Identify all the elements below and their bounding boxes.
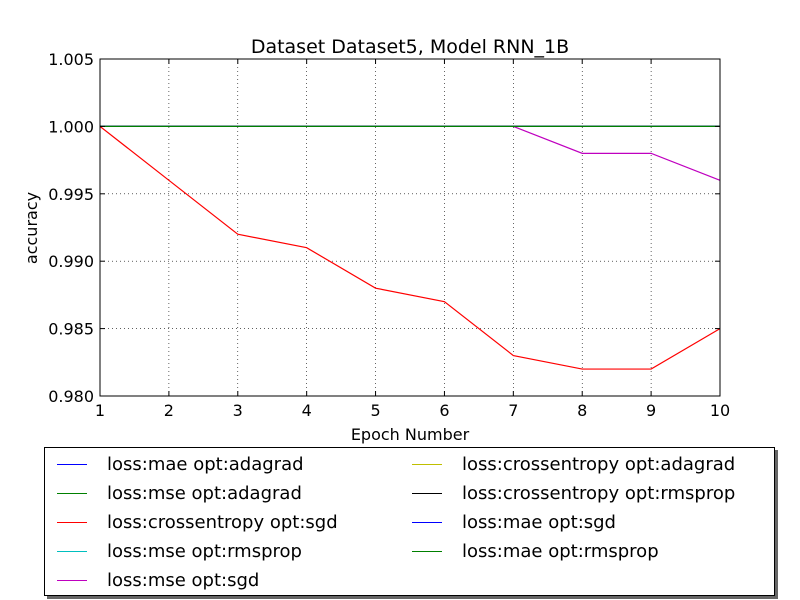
plot-area-frame bbox=[99, 58, 721, 397]
chart-title: Dataset Dataset5, Model RNN_1B bbox=[251, 36, 569, 58]
x-tick-label: 3 bbox=[233, 401, 243, 420]
legend-item: loss:mae opt:adagrad bbox=[57, 453, 304, 475]
x-tick-label: 4 bbox=[302, 401, 312, 420]
legend-swatch bbox=[57, 550, 87, 552]
legend-item: loss:mae opt:sgd bbox=[412, 511, 616, 533]
y-axis-label: accuracy bbox=[22, 192, 41, 264]
legend-item: loss:mse opt:rmsprop bbox=[57, 540, 302, 562]
x-tick-label: 6 bbox=[439, 401, 449, 420]
legend-swatch bbox=[57, 521, 87, 523]
legend-item: loss:crossentropy opt:rmsprop bbox=[412, 482, 735, 504]
legend-item: loss:mae opt:rmsprop bbox=[412, 540, 659, 562]
series-lines bbox=[99, 125, 721, 370]
legend-label: loss:mae opt:rmsprop bbox=[462, 540, 659, 562]
legend: loss:mae opt:adagrad loss:mse opt:adagrad… bbox=[44, 447, 775, 596]
legend-swatch bbox=[57, 492, 87, 494]
legend-label: loss:crossentropy opt:rmsprop bbox=[462, 482, 736, 504]
y-tick-label: 0.990 bbox=[48, 252, 94, 271]
x-tick-label: 8 bbox=[577, 401, 587, 420]
x-axis-label: Epoch Number bbox=[351, 425, 470, 444]
legend-label: loss:mse opt:sgd bbox=[107, 569, 260, 591]
x-tick-label: 2 bbox=[164, 401, 174, 420]
x-tick-label: 10 bbox=[710, 401, 730, 420]
legend-item: loss:crossentropy opt:adagrad bbox=[412, 453, 735, 475]
y-tick-label: 0.995 bbox=[48, 185, 94, 204]
legend-item: loss:crossentropy opt:sgd bbox=[57, 511, 338, 533]
legend-label: loss:mae opt:sgd bbox=[462, 511, 616, 533]
legend-label: loss:crossentropy opt:adagrad bbox=[462, 453, 736, 475]
legend-label: loss:mae opt:adagrad bbox=[107, 453, 304, 475]
x-tick-label: 5 bbox=[370, 401, 380, 420]
y-tick-label: 1.000 bbox=[48, 117, 94, 136]
legend-swatch bbox=[412, 550, 442, 552]
legend-item: loss:mse opt:sgd bbox=[57, 569, 259, 591]
y-tick-label: 0.980 bbox=[48, 387, 94, 406]
series-line-3 bbox=[99, 125, 721, 370]
axis-ticks: 1 2 3 4 5 6 7 8 9 10 0.980 0.985 0.990 0.995 1.000 1.00… bbox=[48, 50, 730, 420]
legend-swatch bbox=[412, 521, 442, 523]
x-tick-label: 9 bbox=[646, 401, 656, 420]
legend-label: loss:crossentropy opt:sgd bbox=[107, 511, 338, 533]
legend-swatch bbox=[412, 463, 442, 465]
legend-swatch bbox=[57, 579, 87, 581]
series-line-5 bbox=[100, 125, 721, 181]
legend-label: loss:mse opt:rmsprop bbox=[107, 540, 302, 562]
x-tick-label: 7 bbox=[508, 401, 518, 420]
legend-swatch bbox=[57, 463, 87, 465]
y-tick-label: 1.005 bbox=[48, 50, 94, 69]
x-tick-label: 1 bbox=[95, 401, 105, 420]
y-tick-label: 0.985 bbox=[48, 320, 94, 339]
grid-lines bbox=[99, 58, 721, 397]
legend-swatch bbox=[412, 492, 442, 494]
legend-label: loss:mse opt:adagrad bbox=[107, 482, 302, 504]
legend-item: loss:mse opt:adagrad bbox=[57, 482, 302, 504]
